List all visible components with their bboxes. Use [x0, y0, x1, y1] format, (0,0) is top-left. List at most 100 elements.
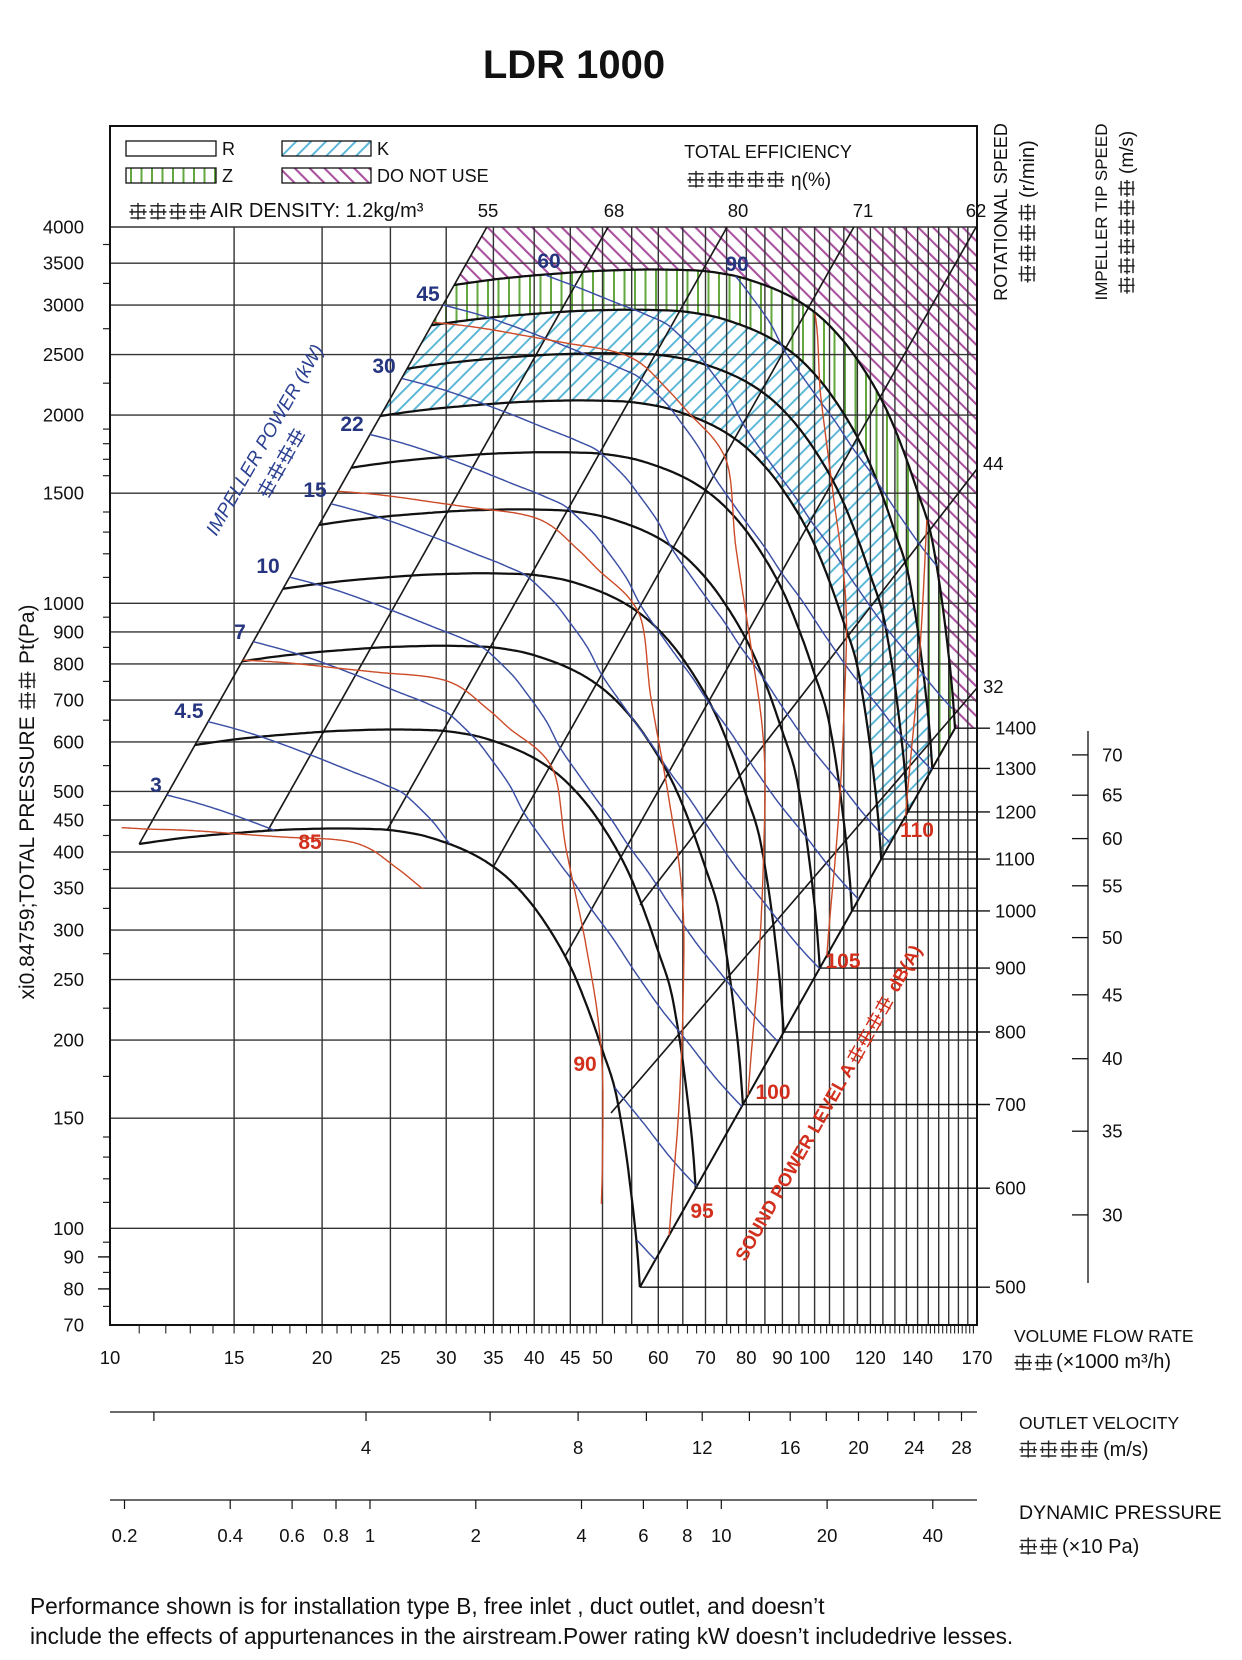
svg-text:15: 15 [224, 1347, 245, 1368]
svg-text:140: 140 [902, 1347, 933, 1368]
svg-text:(m/s): (m/s) [1117, 131, 1138, 174]
svg-text:1500: 1500 [43, 483, 84, 504]
svg-text:4: 4 [361, 1437, 371, 1458]
svg-text:90: 90 [772, 1347, 793, 1368]
svg-text:40: 40 [1102, 1048, 1123, 1069]
svg-text:η(%): η(%) [791, 170, 831, 191]
svg-text:90: 90 [63, 1246, 84, 1267]
svg-text:1300: 1300 [995, 758, 1036, 779]
svg-text:80: 80 [728, 200, 749, 221]
svg-text:55: 55 [1102, 875, 1123, 896]
svg-text:65: 65 [1102, 785, 1123, 806]
svg-text:800: 800 [995, 1022, 1026, 1043]
svg-text:80: 80 [736, 1347, 757, 1368]
svg-text:DO NOT USE: DO NOT USE [377, 166, 489, 186]
svg-text:12: 12 [692, 1437, 713, 1458]
svg-text:250: 250 [53, 969, 84, 990]
svg-text:15: 15 [303, 479, 327, 502]
svg-text:500: 500 [995, 1277, 1026, 1298]
svg-text:1100: 1100 [995, 849, 1035, 870]
svg-text:32: 32 [983, 676, 1004, 697]
svg-text:71: 71 [853, 200, 874, 221]
svg-text:30: 30 [372, 355, 395, 378]
svg-text:300: 300 [53, 920, 84, 941]
svg-text:28: 28 [951, 1437, 972, 1458]
svg-text:100: 100 [799, 1347, 830, 1368]
svg-text:R: R [222, 139, 235, 159]
svg-text:40: 40 [923, 1525, 944, 1546]
svg-text:2: 2 [471, 1525, 481, 1546]
svg-text:500: 500 [53, 781, 84, 802]
svg-text:105: 105 [825, 950, 860, 973]
svg-text:90: 90 [725, 253, 748, 276]
svg-text:150: 150 [53, 1108, 84, 1129]
svg-text:45: 45 [1102, 984, 1123, 1005]
svg-text:2000: 2000 [43, 405, 84, 426]
svg-text:200: 200 [53, 1030, 84, 1051]
svg-text:4: 4 [576, 1525, 586, 1546]
svg-text:45: 45 [416, 283, 440, 306]
svg-text:40: 40 [524, 1347, 545, 1368]
svg-text:1400: 1400 [995, 718, 1036, 739]
svg-text:4.5: 4.5 [174, 700, 204, 723]
svg-text:900: 900 [53, 621, 84, 642]
svg-text:50: 50 [592, 1347, 613, 1368]
svg-text:(×1000 m³/h): (×1000 m³/h) [1056, 1351, 1171, 1373]
svg-text:400: 400 [53, 842, 84, 863]
svg-text:800: 800 [53, 653, 84, 674]
svg-text:1: 1 [365, 1525, 375, 1546]
svg-text:50: 50 [1102, 927, 1123, 948]
svg-text:4000: 4000 [43, 217, 84, 238]
svg-text:60: 60 [1102, 828, 1123, 849]
svg-text:(×10 Pa): (×10 Pa) [1062, 1536, 1139, 1558]
svg-text:6: 6 [638, 1525, 648, 1546]
svg-text:1000: 1000 [43, 593, 84, 614]
svg-text:include the effects of appurte: include the effects of appurtenances in … [30, 1623, 1013, 1649]
svg-text:350: 350 [53, 878, 84, 899]
svg-text:60: 60 [537, 250, 560, 273]
svg-text:K: K [377, 139, 389, 159]
svg-text:35: 35 [1102, 1121, 1123, 1142]
svg-text:22: 22 [340, 413, 363, 436]
svg-text:ROTATIONAL SPEED: ROTATIONAL SPEED [991, 123, 1011, 301]
svg-text:1200: 1200 [995, 801, 1036, 822]
svg-text:AIR DENSITY: 1.2kg/m³: AIR DENSITY: 1.2kg/m³ [210, 200, 424, 222]
svg-text:62: 62 [966, 200, 987, 221]
svg-text:1000: 1000 [995, 900, 1036, 921]
svg-text:3500: 3500 [43, 253, 84, 274]
svg-text:700: 700 [995, 1094, 1026, 1115]
svg-text:2500: 2500 [43, 344, 84, 365]
svg-text:450: 450 [53, 810, 84, 831]
svg-text:70: 70 [695, 1347, 716, 1368]
svg-text:44: 44 [983, 453, 1004, 474]
svg-text:900: 900 [995, 958, 1026, 979]
svg-text:35: 35 [483, 1347, 504, 1368]
svg-text:10: 10 [711, 1525, 732, 1546]
svg-text:110: 110 [900, 819, 934, 842]
svg-text:100: 100 [53, 1218, 84, 1239]
svg-text:170: 170 [962, 1347, 993, 1368]
svg-text:3: 3 [150, 774, 162, 797]
svg-text:Pt(Pa): Pt(Pa) [16, 604, 39, 664]
svg-text:95: 95 [690, 1200, 714, 1223]
svg-text:0.8: 0.8 [323, 1525, 349, 1546]
svg-text:55: 55 [478, 200, 499, 221]
svg-text:(r/min): (r/min) [1017, 140, 1039, 198]
svg-text:DYNAMIC PRESSURE: DYNAMIC PRESSURE [1019, 1502, 1222, 1524]
svg-text:16: 16 [780, 1437, 801, 1458]
svg-text:600: 600 [53, 731, 84, 752]
svg-text:20: 20 [312, 1347, 333, 1368]
svg-text:100: 100 [755, 1081, 790, 1104]
svg-text:30: 30 [436, 1347, 457, 1368]
svg-text:VOLUME FLOW RATE: VOLUME FLOW RATE [1014, 1326, 1194, 1346]
svg-text:0.2: 0.2 [112, 1525, 138, 1546]
svg-text:TOTAL EFFICIENCY: TOTAL EFFICIENCY [684, 142, 852, 162]
svg-text:20: 20 [817, 1525, 838, 1546]
svg-text:(m/s): (m/s) [1103, 1439, 1149, 1461]
svg-text:0.4: 0.4 [217, 1525, 243, 1546]
svg-text:8: 8 [573, 1437, 583, 1458]
svg-text:700: 700 [53, 690, 84, 711]
svg-text:70: 70 [1102, 744, 1123, 765]
svg-text:120: 120 [855, 1347, 886, 1368]
svg-text:xi0.84759;TOTAL PRESSURE: xi0.84759;TOTAL PRESSURE [16, 716, 39, 999]
